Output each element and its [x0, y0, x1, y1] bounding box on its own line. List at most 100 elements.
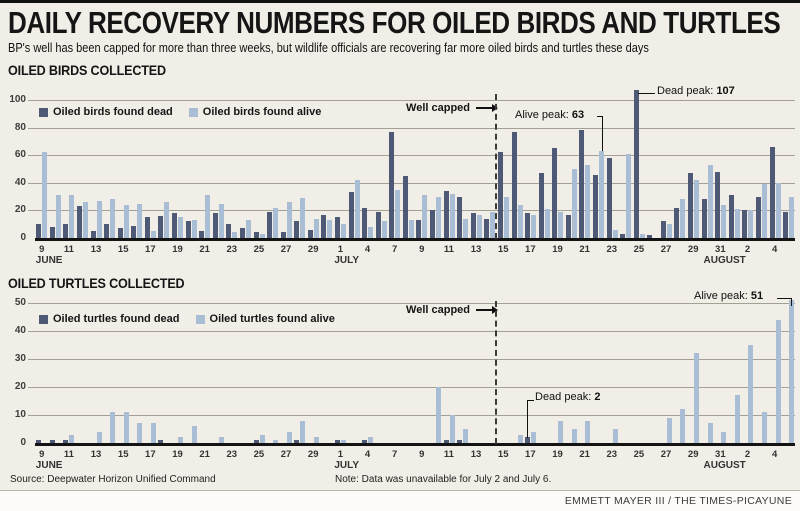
x-tick-label: 25 — [633, 244, 645, 255]
bar-alive — [422, 195, 428, 238]
day-group — [646, 100, 660, 238]
day-group — [592, 303, 606, 443]
gridline — [28, 155, 795, 157]
dead-peak-annotation: Dead peak: 2 — [535, 391, 600, 403]
x-tick-label: 7 — [391, 449, 398, 460]
bar-alive — [789, 300, 795, 443]
day-group — [537, 303, 551, 443]
turtles-gridlines — [28, 303, 795, 443]
day-group — [537, 100, 551, 238]
x-tick-label: 29 — [307, 449, 319, 460]
day-group — [35, 100, 49, 238]
bar-alive — [721, 204, 727, 238]
x-tick-label: 17 — [145, 449, 156, 460]
x-tick-label: 13 — [470, 244, 482, 255]
bar-dead — [660, 221, 666, 238]
bar-dead — [606, 157, 612, 238]
page-title-text: DAILY RECOVERY NUMBERS FOR OILED BIRDS A… — [8, 5, 781, 40]
bar-dead — [36, 440, 42, 443]
month-label: AUGUST — [703, 460, 746, 471]
bar-alive — [96, 200, 102, 238]
x-tick-label: 29 — [687, 244, 699, 255]
bar-alive — [123, 412, 129, 443]
x-tick-label: 17 — [525, 244, 536, 255]
bar-alive — [517, 434, 523, 443]
bar-alive — [449, 193, 455, 238]
legend-item-alive: Oiled turtles found alive — [195, 313, 335, 325]
day-group — [578, 100, 592, 238]
bar-alive — [273, 207, 279, 238]
legend-label-alive: Oiled birds found alive — [202, 106, 322, 118]
day-group — [334, 303, 348, 443]
day-group — [442, 100, 456, 238]
bar-dead — [49, 226, 55, 238]
x-tick-label: 9 — [419, 449, 425, 460]
x-tick-label: 17 — [525, 449, 536, 460]
day-group — [605, 303, 619, 443]
day-group — [687, 100, 701, 238]
bar-dead — [131, 225, 137, 238]
x-tick-label: 1 — [337, 449, 343, 460]
well-capped-dashed-line — [495, 301, 497, 444]
bar-dead — [511, 131, 517, 238]
gridline — [28, 100, 795, 101]
bar-alive — [42, 152, 48, 238]
day-group — [35, 303, 49, 443]
day-group — [62, 100, 76, 238]
day-group — [130, 303, 144, 443]
bar-alive — [69, 434, 75, 443]
bar-dead — [253, 232, 259, 238]
bar-alive — [191, 220, 197, 238]
bar-alive — [436, 196, 442, 238]
day-group — [470, 100, 484, 238]
bar-dead — [783, 211, 789, 238]
turtles-y-axis: 0 10 20 30 40 50 — [0, 297, 28, 448]
dead-peak-connector — [527, 400, 534, 438]
day-group — [402, 303, 416, 443]
gridline — [28, 387, 795, 388]
x-tick-label: 9 — [419, 244, 425, 255]
bar-alive — [680, 409, 686, 443]
x-tick-label: 21 — [199, 449, 210, 460]
day-group — [266, 100, 280, 238]
y-tick-label: 0 — [20, 232, 26, 243]
x-tick-label: 1 — [337, 244, 343, 255]
bar-alive — [191, 426, 197, 443]
month-label: JUNE — [35, 255, 63, 266]
day-group — [510, 303, 524, 443]
legend-item-alive: Oiled birds found alive — [188, 106, 322, 118]
bar-alive — [694, 180, 700, 238]
day-group — [212, 303, 226, 443]
bar-dead — [199, 231, 205, 238]
day-group — [497, 100, 511, 238]
day-group — [252, 303, 266, 443]
bar-alive — [137, 423, 143, 443]
bar-alive — [503, 196, 509, 238]
y-tick-label: 30 — [14, 353, 26, 364]
x-tick-label: 19 — [552, 449, 563, 460]
day-group — [673, 303, 687, 443]
x-tick-label: 25 — [253, 244, 265, 255]
bar-alive — [259, 434, 265, 443]
bar-alive — [789, 196, 795, 238]
day-group — [483, 100, 497, 238]
bar-alive — [327, 220, 333, 238]
bar-alive — [748, 345, 754, 443]
x-tick-label: 15 — [117, 449, 129, 460]
x-tick-label: 4 — [364, 449, 371, 460]
day-group — [782, 100, 796, 238]
alive-peak-connector — [777, 298, 792, 306]
bar-dead — [239, 228, 245, 238]
y-tick-label: 10 — [14, 409, 26, 420]
alive-peak-annotation: Alive peak: 51 — [694, 290, 763, 302]
bar-dead — [335, 440, 340, 443]
bar-alive — [408, 220, 414, 238]
day-group — [374, 303, 388, 443]
day-group — [700, 303, 714, 443]
well-capped-dashed-line — [495, 94, 497, 239]
month-label: AUGUST — [703, 255, 746, 266]
day-group — [632, 303, 646, 443]
y-tick-label: 20 — [14, 204, 26, 216]
bar-dead — [117, 228, 123, 238]
well-capped-annotation: Well capped — [406, 304, 498, 316]
